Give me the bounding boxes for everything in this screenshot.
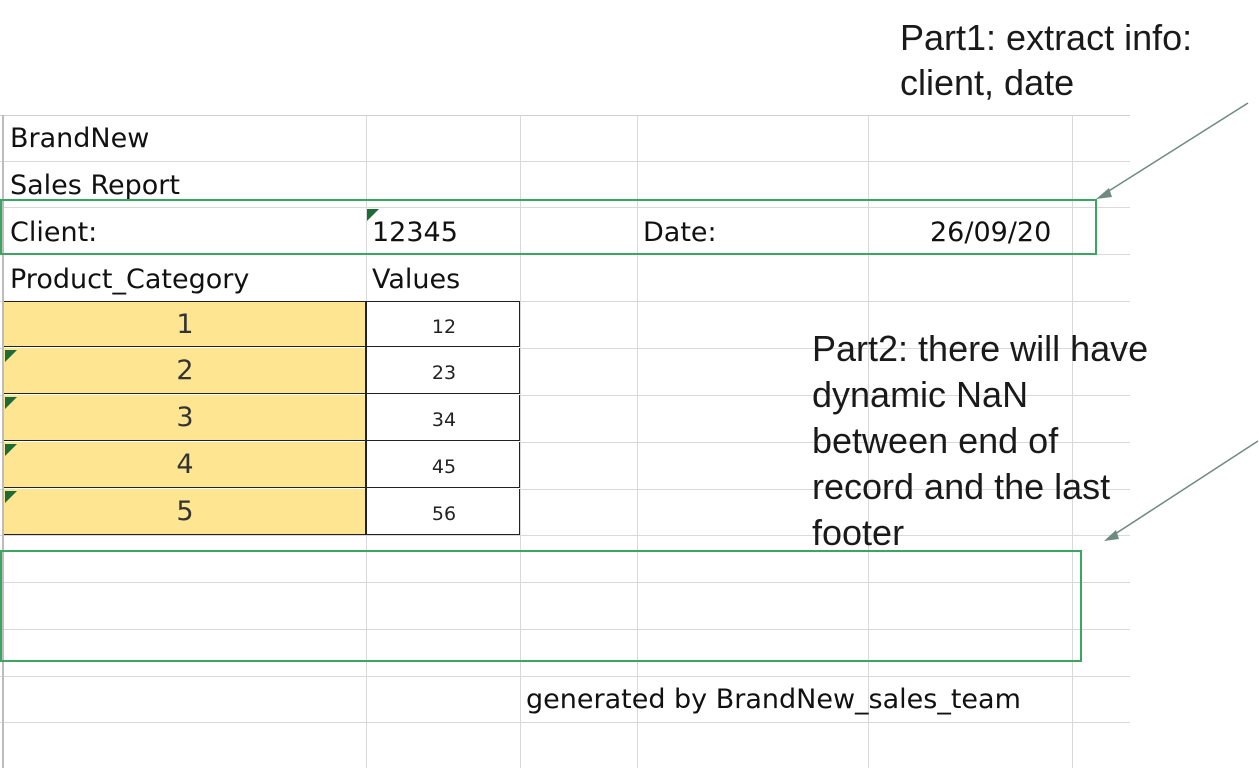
grid-line bbox=[0, 582, 1130, 583]
note-part2-line1: Part2: there will have bbox=[812, 328, 1149, 369]
table-row-category[interactable]: 4 bbox=[4, 442, 366, 488]
cell-category: 1 bbox=[176, 309, 194, 340]
cell-client-value[interactable]: 12345 bbox=[372, 217, 458, 248]
cell-title[interactable]: BrandNew bbox=[10, 123, 150, 154]
table-row-value[interactable]: 12 bbox=[366, 301, 520, 347]
cell-date-value[interactable]: 26/09/20 bbox=[930, 217, 1052, 248]
grid-line bbox=[0, 629, 1130, 630]
table-row-value[interactable]: 56 bbox=[366, 489, 520, 535]
grid-line bbox=[0, 207, 1130, 208]
error-indicator-icon bbox=[5, 491, 17, 503]
cell-value: 56 bbox=[431, 503, 457, 525]
cell-date-label[interactable]: Date: bbox=[643, 217, 717, 248]
grid-line bbox=[0, 489, 1130, 490]
table-row-category[interactable]: 5 bbox=[4, 489, 366, 535]
error-indicator-icon bbox=[367, 209, 379, 221]
cell-value: 23 bbox=[431, 362, 457, 384]
table-row-value[interactable]: 34 bbox=[366, 395, 520, 441]
grid-line bbox=[0, 115, 1130, 116]
cell-category: 2 bbox=[176, 355, 194, 386]
grid-line bbox=[0, 722, 1130, 723]
table-row-value[interactable]: 23 bbox=[366, 348, 520, 394]
error-indicator-icon bbox=[5, 350, 17, 362]
grid-line bbox=[637, 115, 638, 768]
table-row-value[interactable]: 45 bbox=[366, 442, 520, 488]
cell-header-category[interactable]: Product_Category bbox=[10, 264, 250, 295]
note-part1-line2: client, date bbox=[900, 62, 1075, 103]
cell-client-label[interactable]: Client: bbox=[10, 217, 98, 248]
grid-line bbox=[0, 395, 1130, 396]
highlight-box-part2 bbox=[0, 550, 1082, 662]
highlight-box-part1 bbox=[0, 199, 1097, 255]
table-row-category[interactable]: 3 bbox=[4, 395, 366, 441]
table-divider bbox=[365, 301, 367, 535]
cell-category: 5 bbox=[176, 496, 194, 527]
table-row-category[interactable]: 2 bbox=[4, 348, 366, 394]
grid-line bbox=[0, 348, 1130, 349]
grid-line bbox=[0, 535, 1130, 536]
grid-line bbox=[0, 301, 1130, 302]
grid-line bbox=[0, 442, 1130, 443]
grid-line bbox=[0, 676, 1130, 677]
cell-category: 4 bbox=[176, 449, 194, 480]
error-indicator-icon bbox=[5, 444, 17, 456]
note-part2-line4: record and the last bbox=[812, 466, 1111, 507]
note-part2-line5: footer bbox=[812, 512, 905, 553]
arrow-part2-icon bbox=[1104, 440, 1259, 541]
grid-line bbox=[0, 161, 1130, 162]
error-indicator-icon bbox=[5, 397, 17, 409]
cell-subtitle[interactable]: Sales Report bbox=[10, 170, 180, 201]
cell-value: 34 bbox=[431, 409, 457, 431]
cell-category: 3 bbox=[176, 402, 194, 433]
note-part2-line2: dynamic NaN bbox=[812, 374, 1029, 415]
note-part1-line1: Part1: extract info: bbox=[900, 17, 1193, 58]
cell-value: 12 bbox=[431, 316, 457, 338]
arrow-part1-icon bbox=[1096, 102, 1249, 199]
note-part2-line3: between end of bbox=[812, 420, 1059, 461]
table-row-category[interactable]: 1 bbox=[4, 301, 366, 347]
grid-line bbox=[1072, 115, 1073, 768]
cell-value: 45 bbox=[431, 456, 457, 478]
grid-line bbox=[868, 115, 869, 768]
cell-header-values[interactable]: Values bbox=[372, 264, 461, 295]
cell-footer[interactable]: generated by BrandNew_sales_team bbox=[526, 684, 1021, 715]
grid-line bbox=[2, 115, 4, 768]
grid-line bbox=[520, 115, 521, 768]
